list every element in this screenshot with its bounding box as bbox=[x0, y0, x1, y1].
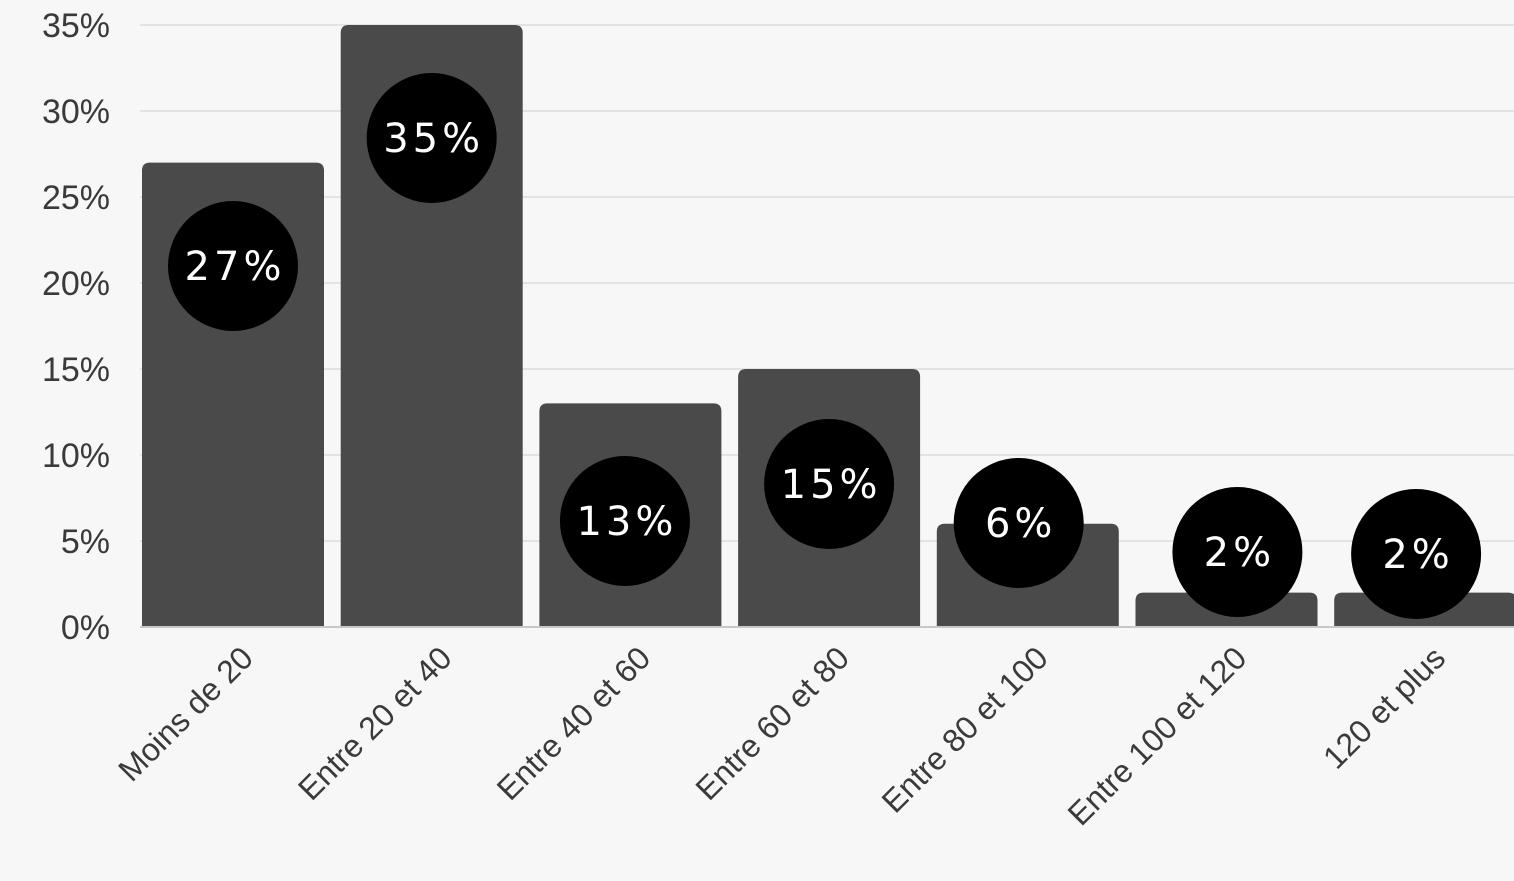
x-tick-label: 120 et plus bbox=[1316, 639, 1452, 775]
y-tick-label: 30% bbox=[42, 93, 110, 131]
data-label-text: 13% bbox=[576, 499, 677, 545]
data-label-bubble bbox=[559, 456, 690, 586]
data-label-text: 2% bbox=[1204, 530, 1275, 576]
x-tick-label: Entre 80 et 100 bbox=[875, 639, 1055, 819]
data-label-text: 6% bbox=[985, 501, 1056, 547]
data-label-text: 27% bbox=[185, 244, 286, 290]
y-tick-label: 25% bbox=[42, 179, 110, 217]
data-label-bubble bbox=[168, 201, 298, 331]
data-label: 2% bbox=[1351, 489, 1482, 619]
y-tick-label: 15% bbox=[42, 351, 110, 389]
data-label: 13% bbox=[559, 456, 690, 586]
data-label-bubble bbox=[1351, 489, 1482, 619]
y-tick-label: 35% bbox=[42, 7, 110, 45]
x-tick-label: Entre 20 et 40 bbox=[291, 639, 459, 807]
data-label-bubble bbox=[953, 458, 1084, 588]
data-labels: 27% 35% 13% 15% 6% 2% 2% bbox=[168, 73, 1482, 619]
y-tick-label: 10% bbox=[42, 437, 110, 475]
data-label-bubble bbox=[764, 419, 895, 549]
data-label: 2% bbox=[1172, 487, 1303, 617]
y-tick-label: 0% bbox=[61, 609, 110, 647]
y-axis: 0% 5% 10% 15% 20% 25% 30% 35% bbox=[42, 7, 110, 647]
data-label-text: 35% bbox=[383, 116, 484, 162]
x-tick-label: Moins de 20 bbox=[111, 639, 260, 788]
data-label-text: 2% bbox=[1382, 532, 1453, 578]
data-label-text: 15% bbox=[781, 462, 882, 508]
x-tick-label: Entre 100 et 120 bbox=[1061, 639, 1254, 832]
data-label-bubble bbox=[366, 73, 497, 203]
y-tick-label: 5% bbox=[61, 523, 110, 561]
data-label: 27% bbox=[168, 201, 298, 331]
data-label: 6% bbox=[953, 458, 1084, 588]
x-tick-label: Entre 60 et 80 bbox=[688, 639, 856, 807]
data-label: 15% bbox=[764, 419, 895, 549]
x-tick-label: Entre 40 et 60 bbox=[490, 639, 658, 807]
y-tick-label: 20% bbox=[42, 265, 110, 303]
data-label: 35% bbox=[366, 73, 497, 203]
data-label-bubble bbox=[1172, 487, 1303, 617]
x-axis: Moins de 20 Entre 20 et 40 Entre 40 et 60 E… bbox=[111, 639, 1452, 832]
